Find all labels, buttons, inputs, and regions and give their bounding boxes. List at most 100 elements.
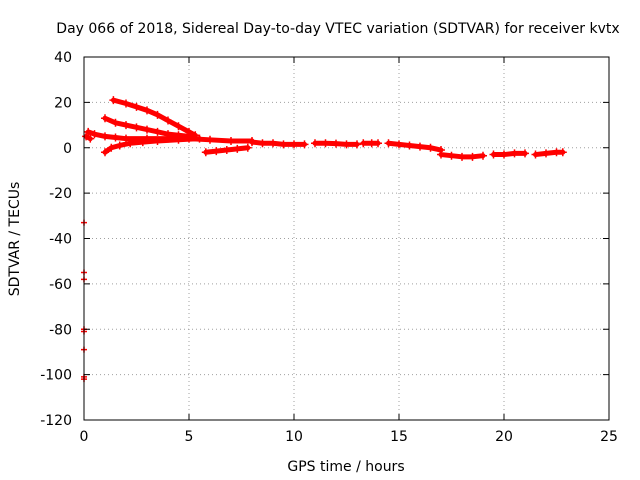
data-point (359, 139, 368, 148)
data-layer (81, 96, 567, 383)
data-point (107, 143, 116, 152)
data-point (489, 150, 498, 159)
series-arc-8 (311, 139, 361, 149)
y-tick-label: 40 (54, 50, 72, 66)
data-point (243, 143, 252, 152)
data-point (300, 140, 309, 149)
data-point (558, 148, 567, 157)
data-point (153, 127, 162, 136)
data-point (233, 144, 242, 153)
data-point (321, 139, 330, 148)
data-point (248, 138, 256, 147)
data-point (395, 140, 403, 149)
series-arc-10 (384, 139, 445, 155)
data-point (82, 132, 91, 141)
data-point (126, 139, 135, 148)
x-axis-label: GPS time / hours (287, 459, 404, 475)
data-point (510, 149, 519, 158)
tick-layer: 0 5 10 15 20 25 -120 -100 -80 -60 -40 -20 0 20 40 (40, 50, 618, 445)
series-arc-4 (101, 134, 204, 157)
data-point (426, 143, 435, 152)
data-point (342, 140, 351, 149)
series-arc-7 (248, 138, 309, 149)
x-tick-label: 25 (600, 429, 618, 445)
data-point (101, 148, 109, 157)
data-point (111, 133, 120, 142)
data-point (111, 118, 120, 127)
series-arc-9 (359, 139, 382, 148)
series-arc-12 (489, 149, 529, 159)
x-tick-label: 10 (285, 429, 303, 445)
series-arc-1 (109, 96, 200, 140)
data-point (201, 148, 210, 157)
data-point (153, 110, 162, 119)
data-point (138, 138, 147, 147)
data-point (122, 134, 130, 143)
series-band (491, 150, 528, 158)
data-point (258, 139, 267, 148)
y-tick-label: 0 (63, 141, 72, 157)
data-point (468, 152, 477, 161)
y-tick-label: -80 (49, 322, 72, 338)
data-point (143, 106, 151, 115)
data-point (542, 149, 550, 158)
data-point (531, 150, 540, 159)
data-point (122, 99, 130, 108)
data-point (384, 139, 393, 148)
data-point (269, 139, 277, 148)
data-point (311, 139, 319, 148)
x-tick-label: 20 (495, 429, 513, 445)
data-point (479, 151, 487, 160)
series-arc-6 (201, 143, 252, 157)
data-point (447, 151, 456, 160)
y-axis-label: SDTVAR / TECUs (7, 182, 23, 297)
x-tick-label: 15 (390, 429, 408, 445)
data-point (122, 121, 130, 130)
data-point (101, 114, 109, 123)
data-point (132, 102, 141, 111)
data-point (153, 136, 162, 145)
plot-frame (83, 56, 610, 421)
data-point (212, 147, 221, 156)
data-point (206, 135, 214, 144)
data-point (227, 136, 235, 145)
data-point (437, 150, 445, 159)
y-tick-label: -60 (49, 277, 72, 293)
series-arc-13 (531, 148, 567, 159)
data-point (374, 139, 382, 148)
series-arc-5 (82, 132, 95, 143)
data-point (500, 150, 508, 159)
data-point (353, 140, 361, 149)
data-point (164, 116, 172, 125)
data-point (101, 132, 109, 141)
data-point (84, 127, 93, 136)
data-point (174, 122, 183, 131)
data-point (90, 130, 99, 139)
y-tick-label: -40 (49, 232, 72, 248)
data-point (86, 134, 95, 143)
data-point (115, 141, 124, 150)
data-point (143, 125, 151, 134)
data-point (279, 140, 288, 149)
y-tick-label: -20 (49, 186, 72, 202)
y-tick-label: -100 (40, 368, 72, 384)
y-tick-label: 20 (54, 95, 72, 111)
data-point (458, 152, 466, 161)
data-point (405, 141, 414, 150)
data-point (332, 139, 340, 148)
data-point (109, 96, 118, 105)
data-point (521, 149, 529, 158)
data-point (195, 134, 204, 143)
chart-title: Day 066 of 2018, Sidereal Day-to-day VTE… (56, 21, 619, 37)
data-point (290, 140, 298, 149)
x-tick-label: 5 (185, 429, 194, 445)
data-point (132, 123, 141, 132)
y-tick-label: -120 (40, 413, 72, 429)
data-point (416, 142, 424, 151)
grid-layer (84, 57, 609, 420)
data-point (222, 146, 231, 155)
series-arc-11 (437, 150, 487, 161)
data-point (174, 135, 183, 144)
x-tick-label: 0 (80, 429, 89, 445)
